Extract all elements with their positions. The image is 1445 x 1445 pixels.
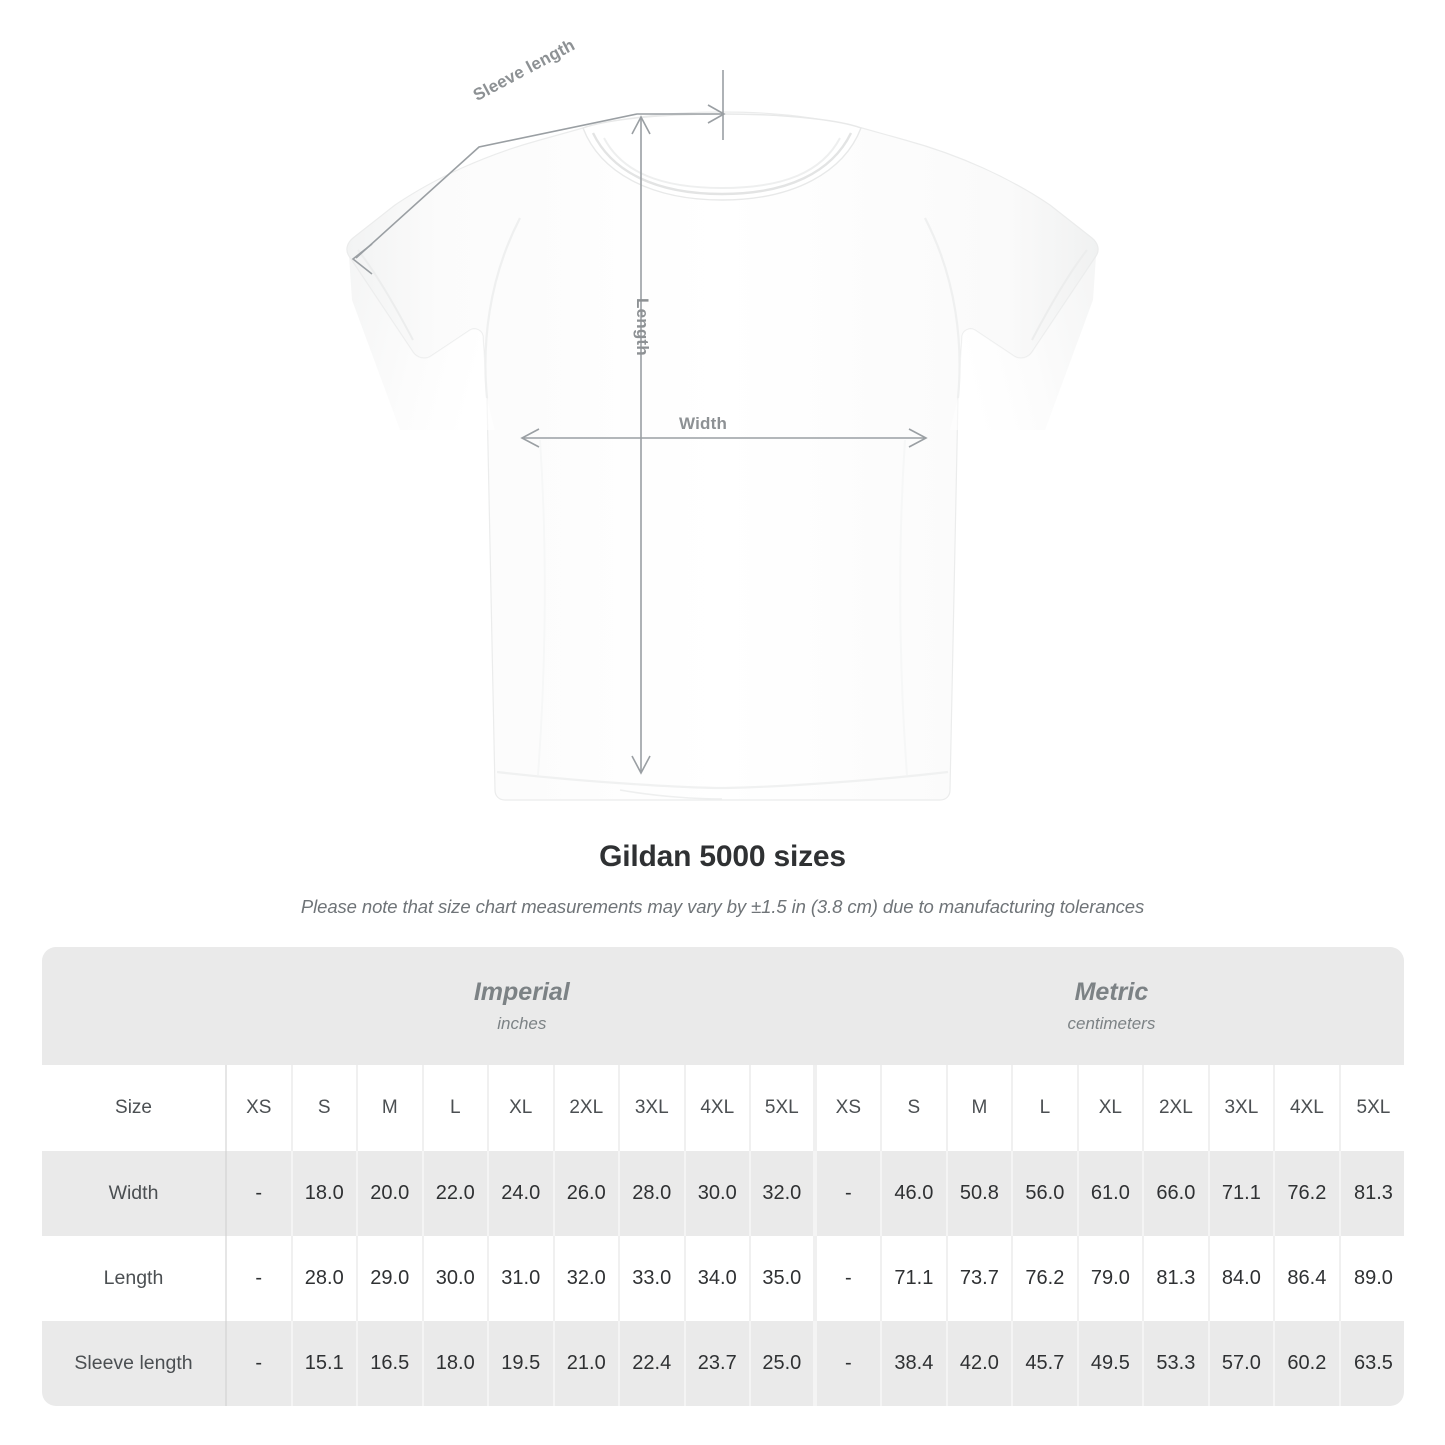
cell-sleeve-imperial-m: 16.5 [358,1321,424,1406]
size-header-metric-xl: XL [1078,1065,1145,1151]
cell-sleeve-imperial-4xl: 23.7 [685,1321,751,1406]
row-label-sleeve-length: Sleeve length [42,1321,227,1406]
cell-sleeve-imperial-2xl: 21.0 [554,1321,620,1406]
size-header-metric-2xl: 2XL [1144,1065,1210,1151]
cell-length-metric-2xl: 81.3 [1144,1236,1210,1321]
size-header-metric-5xl: 5XL [1340,1065,1404,1151]
size-header-metric-4xl: 4XL [1275,1065,1341,1151]
cell-width-metric-s: 46.0 [882,1151,948,1236]
size-header-imperial-m: M [358,1065,424,1151]
size-header-metric-s: S [882,1065,948,1151]
cell-width-imperial-s: 18.0 [292,1151,358,1236]
size-header-row: Size XS S M L XL 2XL 3XL 4XL 5XL XS S M … [42,1065,1404,1151]
row-label-width: Width [42,1151,227,1236]
size-header-imperial-l: L [423,1065,489,1151]
cell-width-metric-5xl: 81.3 [1340,1151,1404,1236]
unit-sub-imperial: inches [497,1013,547,1033]
cell-width-metric-2xl: 66.0 [1144,1151,1210,1236]
cell-width-metric-4xl: 76.2 [1275,1151,1341,1236]
cell-length-metric-5xl: 89.0 [1340,1236,1404,1321]
sleeve-length-line [355,113,723,259]
size-header-imperial-xs: XS [227,1065,293,1151]
cell-sleeve-metric-m: 42.0 [947,1321,1014,1406]
cell-sleeve-metric-2xl: 53.3 [1144,1321,1210,1406]
cell-sleeve-metric-xl: 49.5 [1078,1321,1145,1406]
size-header-metric-l: L [1013,1065,1079,1151]
cell-length-imperial-2xl: 32.0 [554,1236,620,1321]
size-chart-table: Imperial inches Metric centimeters Size … [42,947,1404,1406]
unit-banner-row: Imperial inches Metric centimeters [42,947,1404,1065]
unit-name-imperial: Imperial [473,978,570,1007]
cell-length-metric-l: 76.2 [1013,1236,1079,1321]
cell-sleeve-imperial-l: 18.0 [423,1321,489,1406]
table-row: Length - 28.0 29.0 30.0 31.0 32.0 33.0 3… [42,1236,1404,1321]
unit-name-metric: Metric [1074,978,1149,1007]
size-header-imperial-3xl: 3XL [620,1065,686,1151]
length-label: Length [633,298,652,356]
cell-length-metric-3xl: 84.0 [1209,1236,1276,1321]
cell-width-imperial-xs: - [227,1151,293,1236]
measurement-lines [351,70,928,775]
cell-sleeve-imperial-5xl: 25.0 [751,1321,817,1406]
size-header-imperial-5xl: 5XL [751,1065,817,1151]
size-header-metric-3xl: 3XL [1209,1065,1276,1151]
cell-sleeve-metric-4xl: 60.2 [1275,1321,1341,1406]
cell-sleeve-metric-s: 38.4 [882,1321,948,1406]
size-header-imperial-xl: XL [489,1065,555,1151]
cell-sleeve-metric-l: 45.7 [1013,1321,1079,1406]
cell-width-imperial-xl: 24.0 [489,1151,555,1236]
cell-width-imperial-l: 22.0 [423,1151,489,1236]
tshirt-illustration [346,70,1099,801]
page-title: Gildan 5000 sizes [599,840,846,873]
cell-width-imperial-2xl: 26.0 [554,1151,620,1236]
cell-sleeve-imperial-xl: 19.5 [489,1321,555,1406]
cell-sleeve-metric-3xl: 57.0 [1209,1321,1276,1406]
unit-banner-imperial: Imperial inches [227,947,817,1065]
cell-length-metric-s: 71.1 [882,1236,948,1321]
cell-length-metric-xl: 79.0 [1078,1236,1145,1321]
unit-banner-spacer [42,947,227,1065]
table-row: Sleeve length - 15.1 16.5 18.0 19.5 21.0… [42,1321,1404,1406]
cell-width-imperial-5xl: 32.0 [751,1151,817,1236]
cell-length-imperial-5xl: 35.0 [751,1236,817,1321]
tshirt-diagram: Sleeve length Length Width [346,35,1099,801]
column-header-size: Size [42,1065,227,1151]
cell-width-metric-3xl: 71.1 [1209,1151,1276,1236]
cell-length-imperial-l: 30.0 [423,1236,489,1321]
cell-length-metric-4xl: 86.4 [1275,1236,1341,1321]
cell-length-imperial-m: 29.0 [358,1236,424,1321]
width-label: Width [679,414,728,433]
cell-width-imperial-3xl: 28.0 [620,1151,686,1236]
cell-width-metric-xl: 61.0 [1078,1151,1145,1236]
cell-sleeve-metric-xs: - [816,1321,883,1406]
row-label-length: Length [42,1236,227,1321]
cell-length-imperial-s: 28.0 [292,1236,358,1321]
cell-width-imperial-4xl: 30.0 [685,1151,751,1236]
cell-sleeve-metric-5xl: 63.5 [1340,1321,1404,1406]
cell-length-metric-m: 73.7 [947,1236,1014,1321]
tolerance-note: Please note that size chart measurements… [300,896,1145,917]
size-header-imperial-s: S [292,1065,358,1151]
cell-length-imperial-xs: - [227,1236,293,1321]
cell-length-metric-xs: - [816,1236,883,1321]
size-header-imperial-2xl: 2XL [554,1065,620,1151]
cell-length-imperial-3xl: 33.0 [620,1236,686,1321]
cell-length-imperial-xl: 31.0 [489,1236,555,1321]
unit-banner-metric: Metric centimeters [816,947,1404,1065]
cell-sleeve-imperial-xs: - [227,1321,293,1406]
size-header-metric-m: M [947,1065,1014,1151]
size-header-imperial-4xl: 4XL [685,1065,751,1151]
title-block: Gildan 5000 sizes Please note that size … [0,840,1445,918]
cell-sleeve-imperial-3xl: 22.4 [620,1321,686,1406]
tshirt-shape [346,111,1099,801]
cell-width-metric-m: 50.8 [947,1151,1014,1236]
table-row: Width - 18.0 20.0 22.0 24.0 26.0 28.0 30… [42,1151,1404,1236]
cell-width-metric-xs: - [816,1151,883,1236]
unit-sub-metric: centimeters [1067,1013,1156,1033]
cell-length-imperial-4xl: 34.0 [685,1236,751,1321]
cell-sleeve-imperial-s: 15.1 [292,1321,358,1406]
size-header-metric-xs: XS [816,1065,883,1151]
cell-width-metric-l: 56.0 [1013,1151,1079,1236]
cell-width-imperial-m: 20.0 [358,1151,424,1236]
